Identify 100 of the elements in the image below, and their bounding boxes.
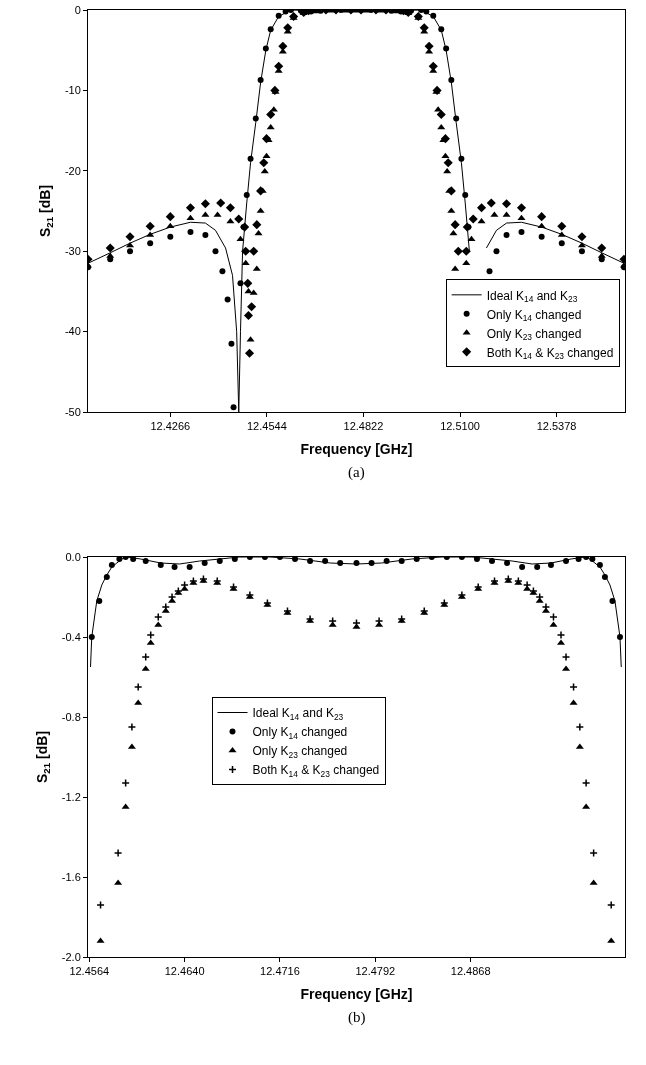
point xyxy=(477,203,487,213)
point xyxy=(243,310,254,321)
point xyxy=(185,203,196,213)
point xyxy=(121,778,130,788)
y-tick-label: -1.6 xyxy=(61,870,81,883)
x-tick-label: 12.4266 xyxy=(150,420,191,433)
point xyxy=(516,203,527,213)
point xyxy=(212,248,219,255)
point xyxy=(252,220,262,230)
x-tick-label: 12.4544 xyxy=(247,420,287,433)
point xyxy=(504,560,511,566)
point xyxy=(575,722,585,732)
point xyxy=(561,652,571,662)
point xyxy=(577,232,587,242)
point xyxy=(105,243,115,253)
point xyxy=(127,722,137,732)
x-axis-title: Frequency [GHz] xyxy=(300,985,413,1002)
text: (b) xyxy=(348,1009,366,1026)
point xyxy=(186,564,193,570)
x-tick-label: 12.4640 xyxy=(164,965,205,978)
point xyxy=(337,560,344,566)
y-tick-label: -30 xyxy=(64,245,81,258)
x-tick-label: 12.4716 xyxy=(260,965,300,978)
point xyxy=(108,562,115,568)
point xyxy=(436,109,446,120)
point xyxy=(147,240,154,247)
point xyxy=(96,900,105,910)
legend-label: Ideal K$_{14}$ and K$_{23}$ xyxy=(252,706,344,722)
point xyxy=(549,612,558,622)
point xyxy=(244,348,255,358)
point xyxy=(450,220,460,230)
point xyxy=(231,557,238,562)
y-tick-label: -0.8 xyxy=(61,710,81,723)
legend-label: Ideal K$_{14}$ and K$_{23}$ xyxy=(486,288,578,305)
y-tick-label: -10 xyxy=(64,84,81,97)
point xyxy=(493,248,500,255)
point xyxy=(127,248,134,255)
point xyxy=(247,302,257,312)
point xyxy=(234,214,244,224)
legend-label: Only K$_{14}$ changed xyxy=(252,725,348,741)
point xyxy=(292,557,299,562)
x-tick-label: 12.4564 xyxy=(69,965,110,978)
point xyxy=(538,233,545,240)
y-tick-label: -0.4 xyxy=(61,630,81,643)
point xyxy=(597,243,607,253)
point xyxy=(503,232,510,239)
point xyxy=(486,268,493,275)
point xyxy=(424,41,434,51)
point xyxy=(569,682,578,692)
point xyxy=(249,246,259,256)
x-axis-title: Frequency [GHz] xyxy=(300,440,413,457)
point xyxy=(502,199,512,209)
point xyxy=(200,199,210,209)
legend-label: Only K$_{23}$ changed xyxy=(486,326,582,343)
y-tick-label: -20 xyxy=(64,164,81,177)
y-tick-label: -50 xyxy=(64,405,81,418)
point xyxy=(216,198,226,208)
point xyxy=(606,900,616,910)
point xyxy=(428,61,438,71)
point xyxy=(519,564,526,570)
point xyxy=(598,256,605,263)
x-tick-label: 12.5378 xyxy=(536,420,577,433)
point xyxy=(133,682,143,692)
legend-label: Only K$_{14}$ changed xyxy=(486,307,582,324)
point xyxy=(145,221,155,231)
legend-label: Both K$_{14}$ & K$_{23}$ changed xyxy=(252,763,380,779)
point xyxy=(486,198,496,208)
point xyxy=(534,564,541,570)
point xyxy=(266,109,276,120)
point xyxy=(243,278,253,288)
y-tick-label: -2.0 xyxy=(61,950,81,963)
point xyxy=(518,228,525,235)
y-tick-label: 0.0 xyxy=(65,550,81,563)
text: (a) xyxy=(348,464,365,481)
point xyxy=(228,340,235,347)
y-tick-label: -40 xyxy=(64,325,81,338)
point xyxy=(154,612,163,622)
point xyxy=(461,246,471,256)
point xyxy=(107,256,114,263)
y-tick-label: -1.2 xyxy=(61,790,81,803)
point xyxy=(558,240,565,247)
point xyxy=(125,232,135,242)
x-tick-label: 12.4868 xyxy=(450,965,491,978)
point xyxy=(202,232,209,239)
point xyxy=(171,564,178,570)
point xyxy=(225,203,235,213)
point xyxy=(581,778,591,788)
point xyxy=(230,404,237,411)
point xyxy=(187,228,194,235)
point xyxy=(141,652,150,662)
point xyxy=(201,560,208,566)
point xyxy=(443,158,453,168)
point xyxy=(473,557,480,562)
point xyxy=(278,41,288,51)
x-tick-label: 12.5100 xyxy=(440,420,480,433)
point xyxy=(537,212,547,222)
x-tick-label: 12.4792 xyxy=(355,965,396,978)
x-tick-label: 12.4822 xyxy=(343,420,384,433)
point xyxy=(167,233,174,240)
point xyxy=(224,296,231,303)
